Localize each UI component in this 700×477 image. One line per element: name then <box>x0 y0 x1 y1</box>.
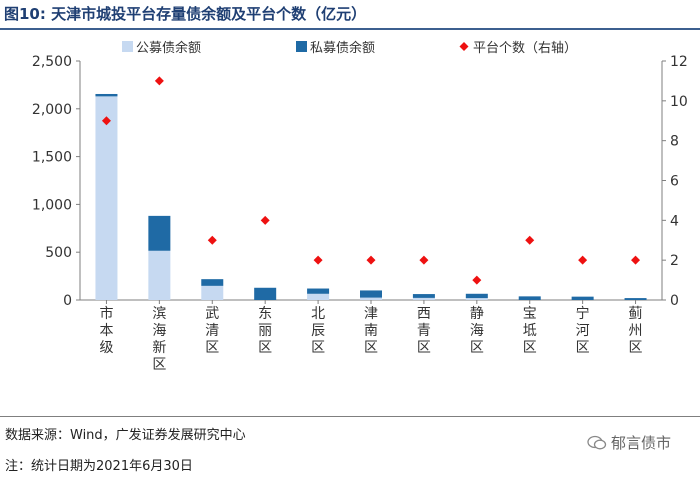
category-label: 宁河区 <box>576 305 590 356</box>
legend-swatch <box>122 41 133 52</box>
right-axis-tick-label: 8 <box>670 134 679 150</box>
bar-private <box>518 296 541 300</box>
category-label: 滨海新区 <box>152 306 166 373</box>
category-label: 蓟州区 <box>629 306 643 356</box>
bar-private <box>254 287 277 300</box>
platform-count-marker <box>260 215 270 225</box>
bar-private <box>412 294 435 298</box>
watermark: 郁言债市 <box>587 432 671 453</box>
platform-count-marker <box>419 255 429 265</box>
platform-count-marker <box>366 255 376 265</box>
right-axis-tick-label: 10 <box>670 94 688 110</box>
right-axis-tick-label: 12 <box>670 54 688 70</box>
footer-divider <box>0 416 700 417</box>
chat-bubble-icon <box>587 435 607 449</box>
figure-title: 图10: 天津市城投平台存量债余额及平台个数（亿元） <box>4 3 366 24</box>
bar-private <box>307 288 330 294</box>
platform-count-marker <box>207 235 217 245</box>
platform-count-marker <box>313 255 323 265</box>
category-label: 武清区 <box>205 306 219 356</box>
bar-public <box>360 297 382 300</box>
left-axis-tick-label: 2,500 <box>32 54 72 70</box>
date-note: 注：统计日期为2021年6月30日 <box>5 459 193 474</box>
left-axis-tick-label: 1,000 <box>32 197 72 213</box>
category-label: 北辰区 <box>311 306 325 356</box>
bar-private <box>465 293 488 299</box>
right-axis-tick-label: 0 <box>670 293 679 309</box>
left-axis-tick-label: 500 <box>45 245 72 261</box>
platform-count-marker <box>578 255 588 265</box>
bar-private <box>571 296 594 300</box>
platform-count-marker <box>472 275 482 285</box>
source-note: 数据来源：Wind，广发证券发展研究中心 <box>5 428 246 443</box>
legend-marker <box>459 42 469 51</box>
bar-private <box>95 93 118 97</box>
figure-label: 图10: <box>4 5 46 23</box>
bar-public <box>307 293 330 300</box>
category-label: 西青区 <box>417 306 431 356</box>
right-axis-tick-label: 4 <box>670 213 679 229</box>
category-label: 市本级 <box>99 305 113 356</box>
chart: 0 500 1,000 1,500 2,000 2,500 0 2 4 6 8 10 12 市本级 滨海新区… <box>32 40 688 373</box>
category-label: 静海区 <box>470 306 484 356</box>
legend-label: 平台个数（右轴） <box>473 41 577 56</box>
bar-public <box>95 96 118 300</box>
left-axis-tick-label: 1,500 <box>32 150 72 166</box>
right-axis-tick-label: 2 <box>670 253 679 269</box>
bar-public <box>201 285 224 300</box>
bar-private <box>624 298 647 300</box>
watermark-text: 郁言债市 <box>611 434 672 452</box>
bar-private <box>201 279 224 286</box>
platform-count-marker <box>101 116 111 126</box>
figure-title-text: 天津市城投平台存量债余额及平台个数（亿元） <box>51 5 367 23</box>
platform-count-marker <box>525 235 535 245</box>
bar-private <box>148 215 171 251</box>
bar-public <box>148 250 171 300</box>
legend-label: 私募债余额 <box>310 40 375 56</box>
legend-label: 公募债余额 <box>136 40 201 56</box>
left-axis-tick-label: 0 <box>63 293 72 309</box>
category-label: 津南区 <box>364 306 378 356</box>
title-divider <box>0 28 700 30</box>
platform-count-marker <box>154 76 164 86</box>
right-axis-tick-label: 6 <box>670 174 679 190</box>
bar-public <box>465 298 488 300</box>
bar-public <box>412 297 435 300</box>
category-label: 东丽区 <box>258 306 272 356</box>
bar-private <box>360 290 382 298</box>
left-axis-tick-label: 2,000 <box>32 102 72 118</box>
platform-count-marker <box>631 255 641 265</box>
legend-swatch <box>296 41 307 52</box>
category-label: 宝坻区 <box>523 306 537 356</box>
